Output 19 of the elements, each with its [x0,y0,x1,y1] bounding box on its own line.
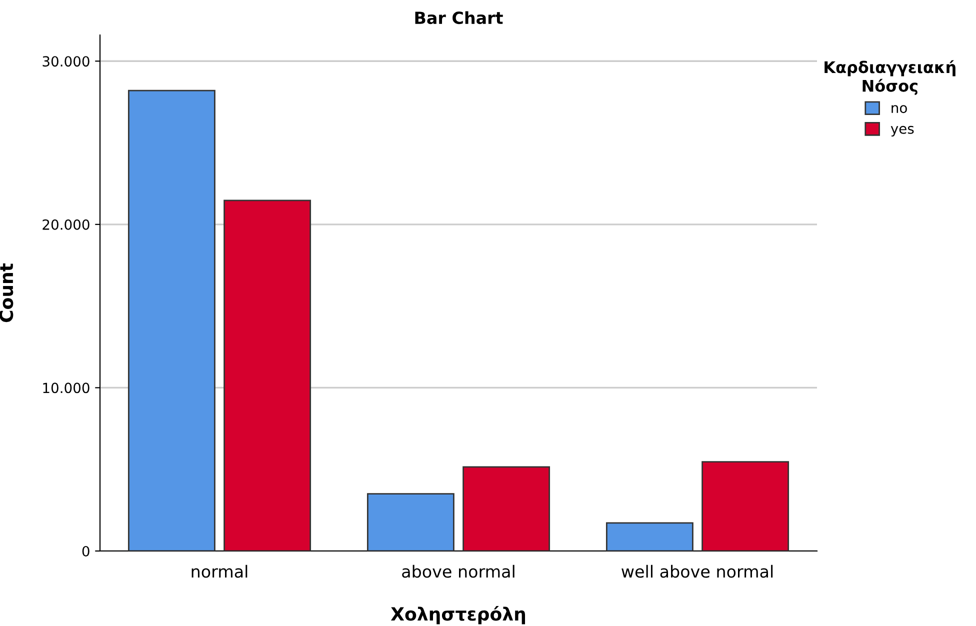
bar [606,522,694,551]
bar [462,466,550,551]
x-tick-label: normal [192,564,248,578]
legend-title: Καρδιαγγειακή Νόσος [824,60,956,95]
chart-title: Bar Chart [415,11,503,24]
y-tick-label: 10.000 [43,382,90,394]
bar [128,90,216,551]
y-tick-label: 0 [82,546,90,556]
legend-label: no [892,105,907,114]
x-axis-title: Χοληστερόλη [390,606,526,624]
x-tick-label: well above normal [622,564,773,578]
y-tick-label: 30.000 [42,56,90,67]
bar [366,493,454,551]
x-tick-label: above normal [402,564,514,578]
bar [702,461,790,551]
y-axis-title: Count [0,263,14,322]
y-tick-label: 20.000 [42,219,90,230]
bar [224,200,312,551]
legend-label: yes [890,126,914,137]
